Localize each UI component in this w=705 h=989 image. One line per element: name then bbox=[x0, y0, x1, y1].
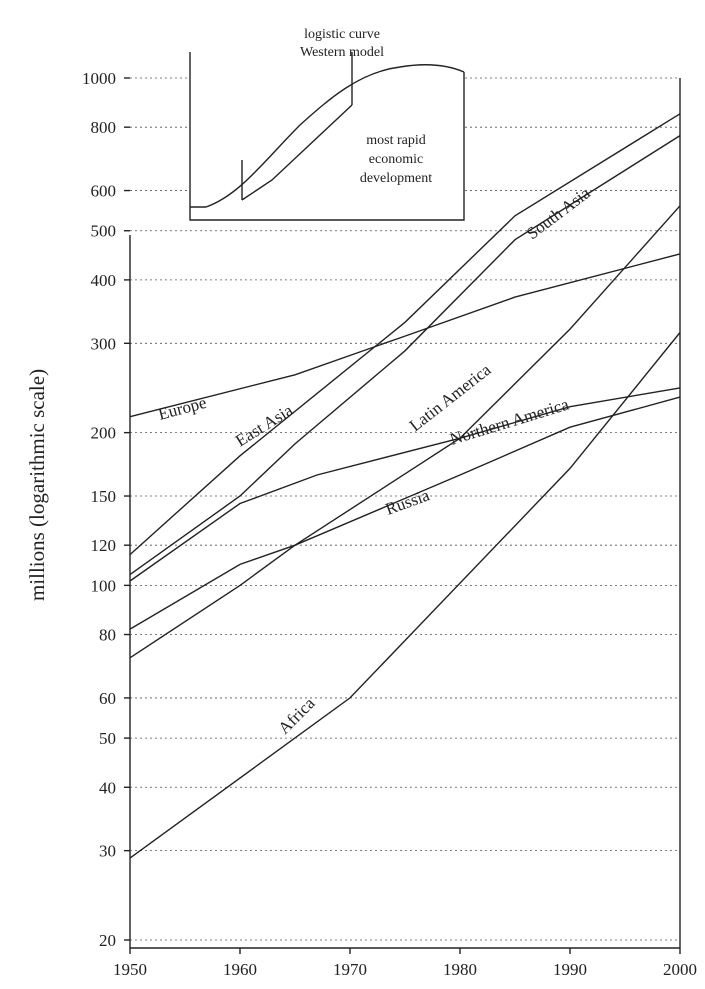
inset-frame bbox=[189, 52, 465, 221]
series-line-russia bbox=[129, 396, 681, 630]
y-tick-label-300: 300 bbox=[91, 334, 117, 353]
series-line-south-asia bbox=[129, 113, 681, 556]
y-tick-label-600: 600 bbox=[91, 182, 117, 201]
x-tick-label-1960: 1960 bbox=[223, 960, 257, 979]
label-europe: Europe bbox=[156, 393, 208, 424]
inset-text-development: development bbox=[360, 171, 432, 186]
label-northern-america: Northern America bbox=[448, 395, 572, 449]
x-tick-label-1950: 1950 bbox=[113, 960, 147, 979]
y-tick-label-60: 60 bbox=[99, 689, 116, 708]
y-tick-label-120: 120 bbox=[91, 536, 117, 555]
label-south-asia: South Asia bbox=[523, 183, 594, 243]
inset-rapid-development-curve bbox=[241, 104, 353, 201]
inset-text-most-rapid: most rapid bbox=[366, 133, 426, 148]
y-tick-label-150: 150 bbox=[91, 487, 117, 506]
x-tick-label-2000: 2000 bbox=[663, 960, 697, 979]
y-tick-label-1000: 1000 bbox=[82, 69, 116, 88]
y-tick-label-400: 400 bbox=[91, 271, 117, 290]
series-line-africa bbox=[129, 332, 681, 859]
inset-text-economic: economic bbox=[369, 152, 423, 167]
inset-text-logistic-curve: logistic curve bbox=[304, 27, 380, 42]
inset-diagram: logistic curve Western model most rapid … bbox=[189, 27, 465, 221]
y-tick-label-100: 100 bbox=[91, 576, 117, 595]
series-line-east-asia bbox=[129, 135, 681, 576]
series-line-northern-america bbox=[129, 387, 681, 582]
x-tick-label-1970: 1970 bbox=[333, 960, 367, 979]
series-line-europe bbox=[129, 253, 681, 418]
y-tick-label-50: 50 bbox=[99, 729, 116, 748]
y-tick-label-30: 30 bbox=[99, 842, 116, 861]
y-tick-label-20: 20 bbox=[99, 931, 116, 950]
label-east-asia: East Asia bbox=[232, 400, 297, 450]
y-ticks: 20 30 40 50 60 80 100 120 150 200 300 400 500 600 800 1… bbox=[82, 69, 130, 950]
y-axis-title: millions (logarithmic scale) bbox=[25, 369, 49, 601]
x-tick-label-1980: 1980 bbox=[443, 960, 477, 979]
label-russia: Russia bbox=[383, 485, 433, 519]
y-tick-label-500: 500 bbox=[91, 222, 117, 241]
y-tick-label-800: 800 bbox=[91, 118, 117, 137]
y-tick-label-200: 200 bbox=[91, 424, 117, 443]
y-tick-label-40: 40 bbox=[99, 778, 116, 797]
series-lines bbox=[129, 113, 681, 859]
inset-text-western-model: Western model bbox=[300, 45, 384, 60]
label-africa: Africa bbox=[274, 693, 318, 737]
y-tick-label-80: 80 bbox=[99, 626, 116, 645]
series-line-latin-america bbox=[129, 205, 681, 659]
x-ticks: 1950 1960 1970 1980 1990 2000 bbox=[113, 948, 697, 979]
inset-background bbox=[190, 50, 464, 220]
x-tick-label-1990: 1990 bbox=[553, 960, 587, 979]
